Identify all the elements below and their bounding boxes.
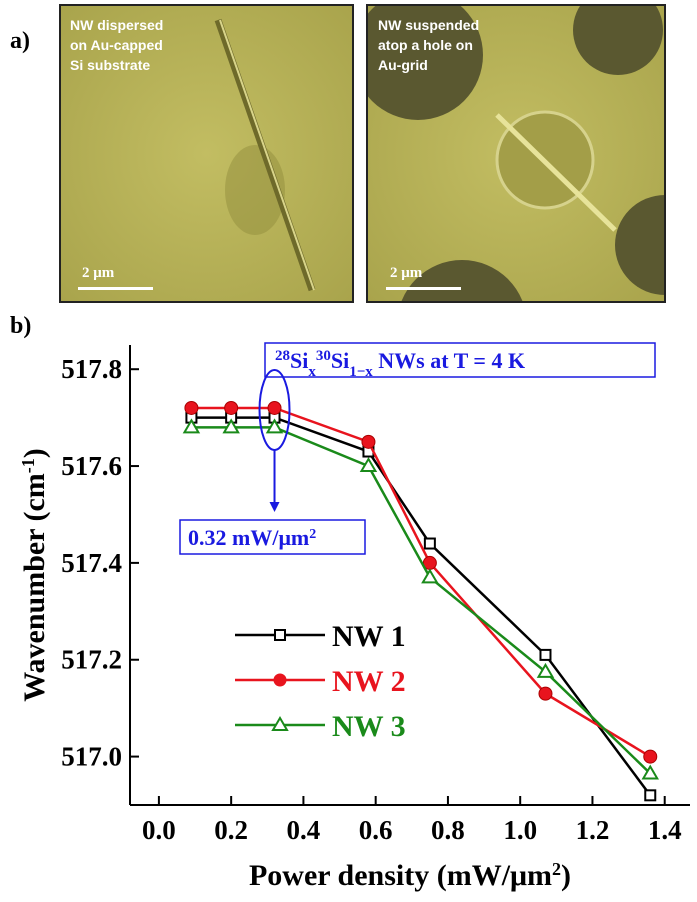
y-axis-label-part: ) bbox=[18, 448, 51, 458]
legend-marker bbox=[274, 674, 287, 687]
point bbox=[645, 790, 655, 800]
y-tick-label: 517.4 bbox=[61, 548, 122, 578]
y-tick-label: 517.8 bbox=[61, 354, 122, 384]
y-axis-label: Wavenumber (cm-1) bbox=[18, 448, 51, 702]
x-axis-label-part: ) bbox=[561, 859, 571, 892]
annotation-part: 30 bbox=[316, 348, 331, 364]
point bbox=[225, 401, 238, 414]
annotation-part: Si bbox=[331, 348, 349, 373]
y-tick-label: 517.6 bbox=[61, 451, 122, 481]
point bbox=[425, 539, 435, 549]
x-tick-label: 0.4 bbox=[287, 815, 321, 845]
point bbox=[268, 401, 281, 414]
point bbox=[540, 650, 550, 660]
image-caption: NW dispersed bbox=[70, 17, 163, 33]
point bbox=[362, 435, 375, 448]
scale-bar-label: 2 μm bbox=[82, 265, 115, 281]
x-axis-label-part: Power density (mW/μm bbox=[249, 859, 552, 892]
x-tick-label: 0.2 bbox=[214, 815, 248, 845]
x-tick-label: 1.2 bbox=[576, 815, 610, 845]
annotation-part: NWs at T = 4 K bbox=[373, 348, 525, 373]
legend-marker bbox=[275, 630, 285, 640]
legend-label: NW 2 bbox=[332, 665, 406, 698]
image-caption: atop a hole on bbox=[378, 37, 473, 53]
sem-image: NW dispersed on Au-capped Si substrate 2… bbox=[60, 5, 353, 302]
y-tick-label: 517.0 bbox=[61, 742, 122, 772]
figure: a) b) NW dispersed on Au-capped Si subst… bbox=[0, 0, 697, 902]
x-tick-label: 1.4 bbox=[648, 815, 682, 845]
series-line bbox=[191, 427, 650, 773]
x-axis-label-part: 2 bbox=[552, 859, 561, 879]
panel-label: b) bbox=[10, 313, 31, 339]
annotation: 0.32 mW/μm2 bbox=[188, 525, 316, 550]
point bbox=[539, 687, 552, 700]
x-tick-label: 0.0 bbox=[142, 815, 176, 845]
annotation-part: 0.32 mW/μm bbox=[188, 525, 309, 550]
annotation-part: x bbox=[308, 364, 316, 380]
image-caption: on Au-capped bbox=[70, 37, 163, 53]
x-tick-label: 0.8 bbox=[431, 815, 465, 845]
panel-label: a) bbox=[10, 28, 30, 54]
annotation-part: 28 bbox=[275, 348, 290, 364]
annotation-part: 2 bbox=[309, 527, 316, 542]
annotation-part: 1−x bbox=[349, 364, 373, 380]
page: a) b) NW dispersed on Au-capped Si subst… bbox=[0, 0, 697, 902]
image-caption: NW suspended bbox=[378, 17, 479, 33]
x-axis-label: Power density (mW/μm2) bbox=[249, 859, 571, 892]
image-caption: Si substrate bbox=[70, 57, 150, 73]
point bbox=[185, 401, 198, 414]
sem-image: NW suspended atop a hole on Au-grid 2 μm bbox=[353, 0, 697, 390]
annotation-arrowhead bbox=[270, 502, 280, 512]
y-tick-label: 517.2 bbox=[61, 645, 122, 675]
annotation-part: Si bbox=[290, 348, 308, 373]
image-caption: Au-grid bbox=[378, 57, 428, 73]
y-axis-label-part: -1 bbox=[18, 458, 38, 473]
legend-label: NW 1 bbox=[332, 620, 406, 653]
point bbox=[644, 750, 657, 763]
x-tick-label: 0.6 bbox=[359, 815, 393, 845]
scale-bar-label: 2 μm bbox=[390, 265, 423, 281]
series-line bbox=[191, 418, 650, 796]
legend-label: NW 3 bbox=[332, 710, 406, 743]
point bbox=[423, 570, 437, 582]
chart: 517.0 517.2 517.4 517.6 517.8 0.0 0.2 0.4 0.6 0.8… bbox=[18, 343, 690, 892]
y-axis-label-part: Wavenumber (cm bbox=[18, 473, 51, 702]
x-tick-label: 1.0 bbox=[503, 815, 537, 845]
